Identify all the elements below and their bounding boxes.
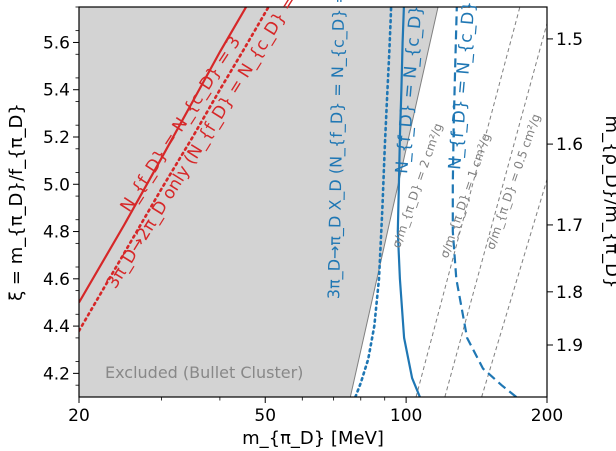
series-line-3: [396, 7, 421, 397]
y-axis-label-left: ξ = m_{π_D}/f_{π_D}: [6, 103, 27, 301]
plot-frame: [78, 6, 548, 398]
right-y-tick-label: 1.6: [556, 135, 583, 155]
series-line-0: [79, 7, 248, 304]
y-tick-label: 4.2: [43, 364, 70, 384]
x-axis-label: m_{π_D} [MeV]: [242, 428, 384, 449]
y-tick-label: 4.4: [43, 317, 70, 337]
y-tick-label: 5.2: [43, 128, 70, 148]
right-y-tick-label: 1.8: [556, 283, 583, 303]
y-tick-label: 5.6: [43, 33, 70, 53]
series-line-4: [451, 7, 517, 397]
series-line-2: [354, 7, 393, 397]
y-axis-label-right: m_{ρ_D}/m_{π_D}: [601, 116, 616, 289]
x-tick-label: 100: [390, 406, 422, 426]
excluded-region-label: Excluded (Bullet Cluster): [105, 363, 303, 382]
x-tick-label: 200: [531, 406, 563, 426]
y-tick-label: 5.4: [43, 81, 70, 101]
y-tick-label: 4.8: [43, 223, 70, 243]
plot-area: [79, 7, 547, 397]
y-tick-label: 4.6: [43, 270, 70, 290]
cross-section-line-1: [444, 23, 547, 397]
right-y-tick-label: 1.9: [556, 336, 583, 356]
cross-section-line-0: [415, 7, 521, 397]
excluded-region: [79, 7, 439, 397]
axes: 20 50 100 200 4.2 4.4 4.6 4.8 5.0 5.2 5.4 5.6 1.5 1.6…: [43, 6, 583, 426]
right-y-tick-label: 1.7: [556, 216, 583, 236]
series-line-1: [79, 7, 270, 333]
excluded-region-boundary: [349, 7, 439, 397]
y-tick-label: 5.0: [43, 175, 70, 195]
right-y-tick-label: 1.5: [556, 30, 583, 50]
x-tick-label: 50: [254, 406, 276, 426]
x-tick-label: 20: [68, 406, 90, 426]
cross-section-line-2: [481, 179, 547, 397]
